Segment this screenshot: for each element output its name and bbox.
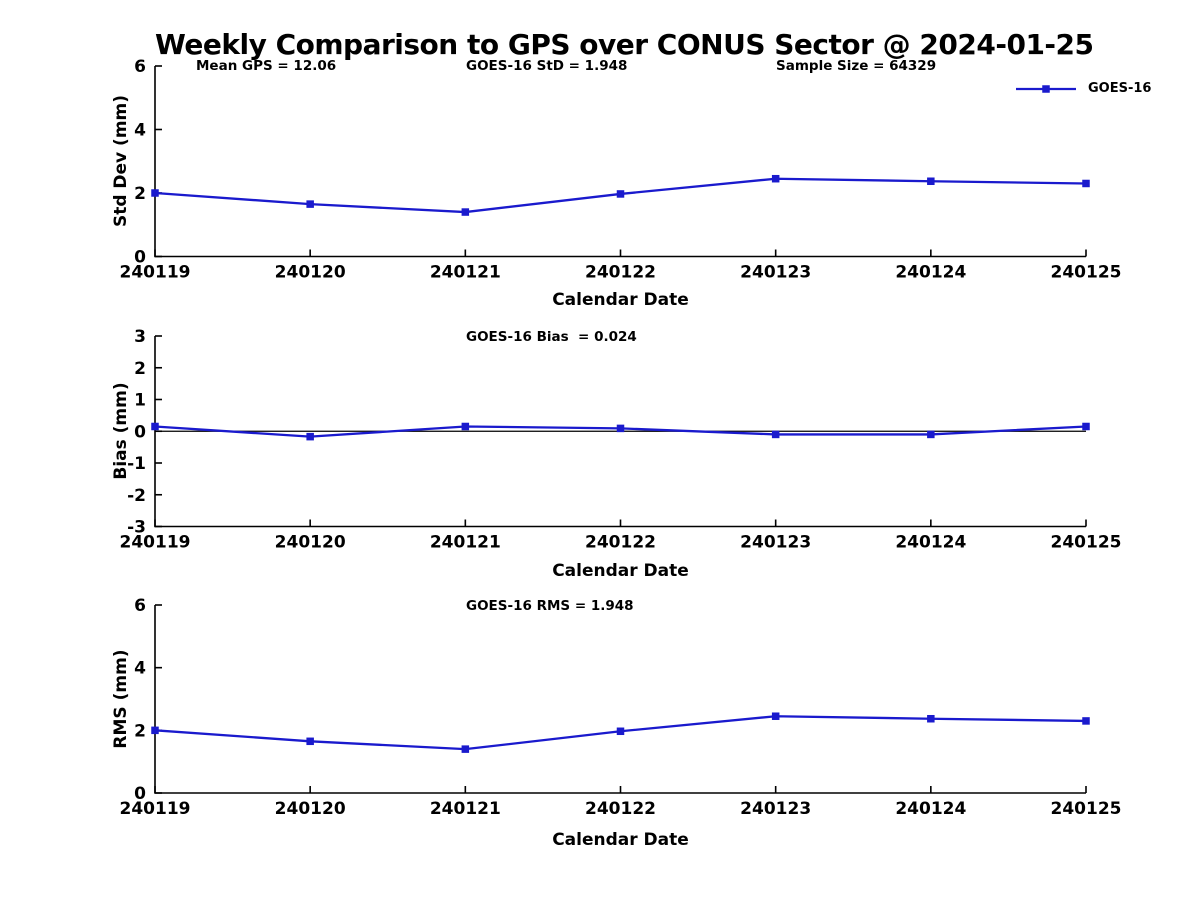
legend-square-marker-icon bbox=[1042, 84, 1050, 93]
data-point-marker bbox=[771, 174, 780, 183]
x-axis-label-bias: Calendar Date bbox=[552, 561, 689, 581]
y-tick-label: 3 bbox=[134, 327, 146, 347]
data-point-marker bbox=[927, 177, 935, 186]
x-axis-label-stddev: Calendar Date bbox=[552, 290, 689, 310]
x-tick-label: 240125 bbox=[1051, 533, 1122, 553]
y-tick-label: 0 bbox=[134, 248, 146, 268]
y-tick-label: 0 bbox=[134, 422, 146, 442]
rms-subplot: 0 2 4 6 240119 240120 240121 240122 240123 240124… bbox=[120, 596, 1122, 819]
y-tick-label: 1 bbox=[134, 391, 146, 411]
data-point-marker bbox=[151, 726, 159, 735]
data-point-marker bbox=[616, 190, 625, 198]
annotation-sample-size: Sample Size = 64329 bbox=[776, 58, 937, 74]
legend: GOES-16 bbox=[1014, 81, 1151, 96]
rms-axes bbox=[154, 605, 1086, 794]
data-point-marker bbox=[461, 422, 470, 431]
y-tick-label: -1 bbox=[127, 454, 146, 474]
x-tick-label: 240120 bbox=[275, 263, 346, 283]
x-tick-label: 240119 bbox=[120, 799, 191, 819]
y-tick-label: 2 bbox=[134, 184, 146, 204]
y-tick-label: -2 bbox=[127, 486, 146, 506]
x-tick-label: 240120 bbox=[275, 533, 346, 553]
x-tick-label: 240121 bbox=[430, 263, 501, 283]
std-dev-subplot: 0 2 4 6 240119 240120 240121 240122 240123 240124… bbox=[120, 57, 1122, 283]
y-tick-label: 2 bbox=[134, 359, 146, 379]
data-point-marker bbox=[151, 422, 159, 431]
data-point-marker bbox=[306, 737, 314, 746]
x-tick-label: 240124 bbox=[895, 263, 966, 283]
y-tick-label: 6 bbox=[134, 57, 146, 77]
data-point-marker bbox=[306, 432, 314, 441]
annotation-goes16-rms: GOES-16 RMS = 1.948 bbox=[466, 598, 634, 614]
data-point-marker bbox=[461, 745, 470, 753]
x-tick-label: 240121 bbox=[430, 533, 501, 553]
data-point-marker bbox=[151, 189, 159, 197]
x-tick-label: 240123 bbox=[740, 263, 811, 283]
x-tick-label: 240122 bbox=[585, 263, 656, 283]
x-tick-label: 240120 bbox=[275, 799, 346, 819]
data-point-marker bbox=[306, 200, 314, 208]
data-point-marker bbox=[771, 430, 780, 439]
y-tick-label: 6 bbox=[134, 596, 146, 616]
x-tick-label: 240125 bbox=[1051, 263, 1122, 283]
data-point-marker bbox=[927, 430, 935, 439]
legend-line-icon bbox=[1016, 84, 1076, 93]
annotation-mean-gps: Mean GPS = 12.06 bbox=[196, 58, 337, 74]
y-tick-label: -3 bbox=[127, 518, 146, 538]
std-dev-axes bbox=[154, 66, 1086, 258]
x-tick-label: 240119 bbox=[120, 263, 191, 283]
data-point-marker bbox=[616, 727, 625, 736]
data-point-marker bbox=[927, 714, 935, 723]
x-tick-label: 240121 bbox=[430, 799, 501, 819]
y-tick-label: 0 bbox=[134, 784, 146, 804]
x-tick-label: 240122 bbox=[585, 533, 656, 553]
annotation-goes16-bias: GOES-16 Bias = 0.024 bbox=[466, 329, 637, 345]
data-point-marker bbox=[1082, 717, 1090, 725]
y-tick-label: 4 bbox=[134, 659, 146, 679]
y-axis-label-bias: Bias (mm) bbox=[111, 382, 131, 480]
data-point-marker bbox=[461, 208, 470, 216]
x-axis-label-rms: Calendar Date bbox=[552, 830, 689, 850]
x-tick-label: 240124 bbox=[895, 533, 966, 553]
x-tick-label: 240124 bbox=[895, 799, 966, 819]
data-point-marker bbox=[771, 712, 780, 720]
y-tick-label: 2 bbox=[134, 721, 146, 741]
figure-title: Weekly Comparison to GPS over CONUS Sect… bbox=[155, 28, 1094, 61]
x-tick-label: 240119 bbox=[120, 533, 191, 553]
y-tick-label: 4 bbox=[134, 121, 146, 141]
data-point-marker bbox=[1082, 179, 1090, 188]
data-point-marker bbox=[616, 424, 625, 433]
x-tick-label: 240123 bbox=[740, 533, 811, 553]
bias-subplot: -3 -2 -1 0 1 2 3 240119 240120 240121 240122 240123… bbox=[120, 327, 1122, 553]
data-point-marker bbox=[1082, 422, 1090, 431]
x-tick-label: 240123 bbox=[740, 799, 811, 819]
y-axis-label-stddev: Std Dev (mm) bbox=[111, 94, 131, 228]
x-tick-label: 240122 bbox=[585, 799, 656, 819]
legend-label: GOES-16 bbox=[1088, 81, 1152, 96]
y-axis-label-rms: RMS (mm) bbox=[111, 649, 131, 749]
annotation-goes16-std: GOES-16 StD = 1.948 bbox=[466, 58, 628, 74]
x-tick-label: 240125 bbox=[1051, 799, 1122, 819]
